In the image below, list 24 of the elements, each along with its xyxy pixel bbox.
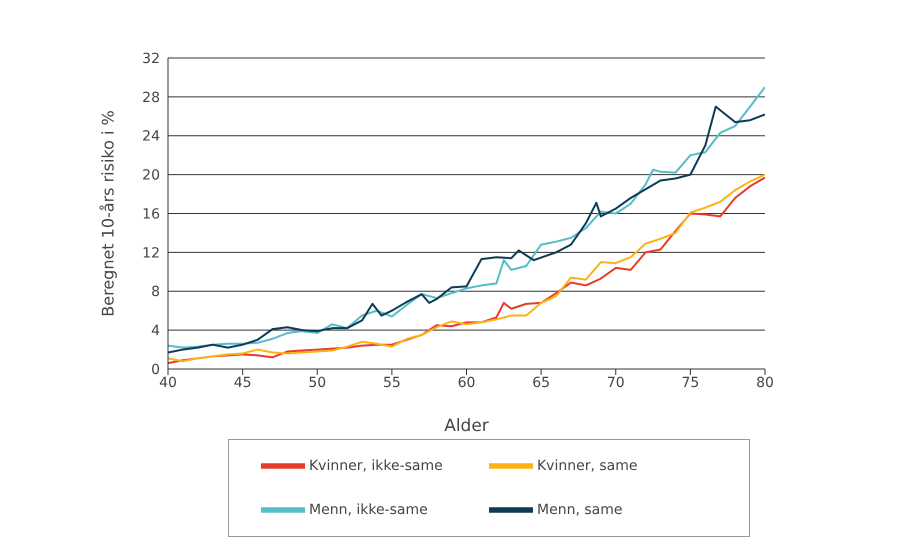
x-axis-title: Alder — [444, 416, 489, 436]
x-tick-label: 65 — [532, 374, 550, 391]
x-tick-label: 80 — [756, 374, 774, 391]
y-tick-label: 28 — [142, 90, 160, 106]
y-tick-label: 4 — [151, 323, 160, 340]
y-tick-label: 16 — [142, 206, 160, 222]
legend-label: Kvinner, same — [537, 456, 638, 476]
y-tick-label: 0 — [151, 362, 160, 378]
y-tick-label: 20 — [142, 168, 160, 184]
y-tick-label: 8 — [151, 284, 160, 300]
legend-label: Kvinner, ikke-same — [309, 456, 444, 476]
y-tick-label: 12 — [142, 245, 160, 262]
x-tick-label: 75 — [681, 374, 700, 391]
y-tick-label: 24 — [142, 128, 160, 145]
legend-label: Menn, same — [537, 500, 624, 520]
y-tick-label: 32 — [142, 50, 160, 67]
y-axis-title: Beregnet 10-års risiko i % — [98, 110, 118, 317]
x-tick-label: 45 — [234, 374, 252, 391]
x-tick-label: 60 — [458, 374, 476, 391]
x-tick-label: 55 — [382, 374, 401, 391]
legend-label: Menn, ikke-same — [309, 500, 429, 520]
x-tick-label: 70 — [606, 374, 625, 391]
x-tick-label: 40 — [159, 374, 177, 391]
x-tick-label: 50 — [308, 374, 326, 391]
